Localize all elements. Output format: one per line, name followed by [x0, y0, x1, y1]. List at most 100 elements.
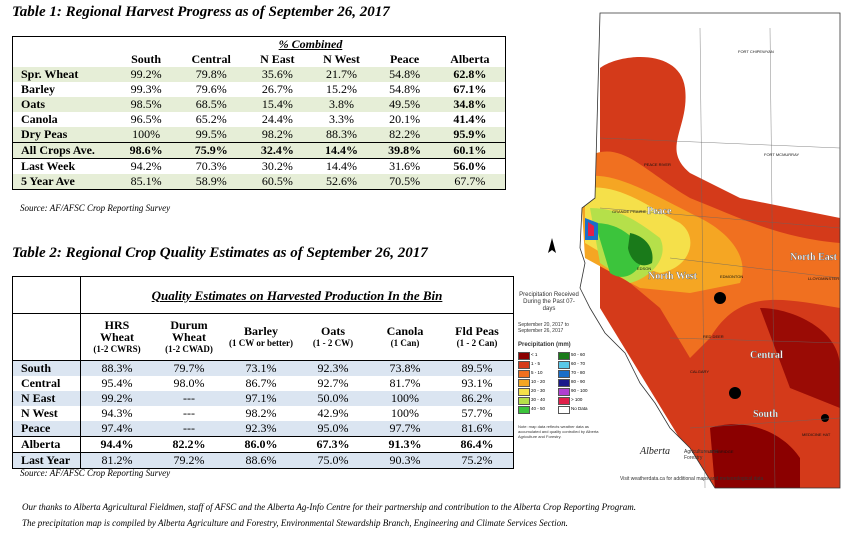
legend-swatch: [518, 388, 530, 396]
row-label: Spr. Wheat: [12, 67, 116, 82]
table-cell: 86.4%: [441, 436, 514, 453]
map-legend-label: Precipitation (mm): [518, 342, 571, 348]
table-cell: 88.3%: [308, 127, 375, 143]
table-cell: 30.2%: [246, 158, 309, 174]
row-label: N East: [12, 391, 81, 406]
row-label: Canola: [21, 112, 58, 126]
table-cell: 99.5%: [176, 127, 247, 143]
legend-label: > 100: [571, 397, 583, 402]
group-header: % Combined: [278, 37, 343, 51]
table-row: South 88.3% 79.7% 73.1% 92.3% 73.8% 89.5%: [12, 360, 514, 376]
legend-swatch: [558, 361, 570, 369]
column-name: HRS Wheat: [100, 318, 134, 344]
table-cell: 52.6%: [308, 174, 375, 190]
town-label: EDMONTON: [720, 274, 743, 279]
row-label: Alberta: [12, 436, 81, 453]
column-header-row: South Central N East N West Peace Alberta: [13, 52, 506, 67]
column-header: Peace: [389, 52, 420, 66]
legend-label: 5 - 10: [531, 370, 543, 375]
table-cell: 90.3%: [369, 452, 441, 469]
column-unit: (1 Can): [390, 338, 420, 348]
table-cell: 99.2%: [80, 391, 153, 406]
column-header: Central: [191, 52, 231, 66]
table-cell: 20.1%: [389, 112, 421, 126]
column-header: Durum Wheat (1-2 CWAD): [153, 313, 225, 361]
town-label: LLOYDMINSTER: [808, 276, 839, 281]
column-header: Alberta: [450, 52, 490, 66]
table-cell: 75.2%: [441, 452, 514, 469]
legend-swatch: [558, 397, 570, 405]
table-cell: 67.3%: [297, 436, 369, 453]
table-cell: 81.6%: [441, 421, 514, 437]
table-cell: 26.7%: [261, 82, 293, 96]
town-label: MEDICINE HAT: [802, 432, 831, 437]
table-cell: 97.1%: [225, 391, 297, 406]
town-label: GRANDE PRAIRIE: [612, 209, 647, 214]
table-cell: 67.7%: [434, 174, 506, 190]
table-cell: 88.3%: [80, 360, 153, 376]
column-name: Barley: [244, 324, 278, 338]
column-name: Canola: [386, 324, 424, 338]
table-cell: 99.3%: [130, 82, 162, 96]
table-cell: 21.7%: [308, 67, 375, 82]
row-label: Dry Peas: [12, 127, 116, 143]
table-row: Dry Peas 100% 99.5% 98.2% 88.3% 82.2% 95.9%: [12, 127, 506, 143]
row-label: All Crops Ave.: [12, 142, 116, 159]
table-cell: 94.2%: [116, 158, 177, 174]
map-legend-title: Precipitation Received During the Past 0…: [519, 292, 579, 312]
table-cell: 93.1%: [461, 376, 493, 390]
legend-swatch: [558, 370, 570, 378]
legend-label: No Data: [571, 406, 588, 411]
table-cell: 60.5%: [246, 174, 309, 190]
town-label: FORT MCMURRAY: [764, 152, 799, 157]
table-row: Last Week 94.2% 70.3% 30.2% 14.4% 31.6% 56.0%: [12, 158, 506, 174]
legend-swatch: [518, 361, 530, 369]
table-cell: 39.8%: [374, 142, 435, 159]
legend-swatch: [558, 388, 570, 396]
table-cell: 94.4%: [80, 436, 153, 453]
table-cell: 35.6%: [246, 67, 309, 82]
table-cell: 70.3%: [176, 158, 247, 174]
legend-label: 1 - 5: [531, 361, 541, 366]
legend-swatch: [518, 406, 530, 414]
table-cell: 49.5%: [374, 97, 435, 112]
table2-title: Table 2: Regional Crop Quality Estimates…: [12, 245, 428, 261]
legend-label: 50 - 60: [571, 352, 586, 357]
table-cell: 86.0%: [225, 436, 297, 453]
legend-swatch: [558, 352, 570, 360]
legend-label: 60 - 70: [571, 361, 586, 366]
table-cell: 97.4%: [80, 421, 153, 437]
table-cell: 92.3%: [225, 421, 297, 437]
table1-title: Table 1: Regional Harvest Progress as of…: [12, 4, 390, 20]
row-label: Last Week: [12, 158, 116, 174]
table-cell: 79.8%: [176, 67, 247, 82]
legend-swatch: [558, 406, 570, 414]
table-corner: [12, 313, 81, 361]
table-cell: 82.2%: [153, 436, 225, 453]
column-unit: (1 CW or better): [229, 338, 293, 348]
column-header: N East: [260, 52, 295, 66]
table-cell: 14.4%: [308, 158, 375, 174]
table-cell: 65.2%: [195, 112, 227, 126]
town-label: EDSON: [637, 266, 651, 271]
table-cell: 79.7%: [153, 360, 225, 376]
harvest-progress-table: % Combined South Central N East N West Peace…: [12, 36, 506, 190]
table-cell: 54.8%: [389, 82, 421, 96]
town-label: FORT CHIPEWYAN: [738, 49, 774, 54]
table-row: Last Year 81.2% 79.2% 88.6% 75.0% 90.3% 75.2%: [12, 452, 514, 469]
table-cell: 94.3%: [80, 406, 153, 421]
table-cell: 41.4%: [453, 112, 487, 126]
table-cell: 91.3%: [369, 436, 441, 453]
region-label-central: Central: [750, 350, 783, 361]
legend-label: 70 - 80: [571, 370, 586, 375]
legend-swatch: [518, 352, 530, 360]
table-cell: 100%: [369, 391, 441, 406]
table-cell: 67.1%: [453, 82, 487, 96]
town-label: RED DEER: [703, 334, 724, 339]
legend-label: 20 - 30: [531, 388, 546, 393]
row-label: Central: [21, 376, 61, 390]
column-name: Oats: [321, 324, 345, 338]
legend-swatch: [518, 370, 530, 378]
table-cell: 98.2%: [246, 127, 309, 143]
precipitation-map: Peace North West North East Central Sout…: [548, 12, 841, 489]
